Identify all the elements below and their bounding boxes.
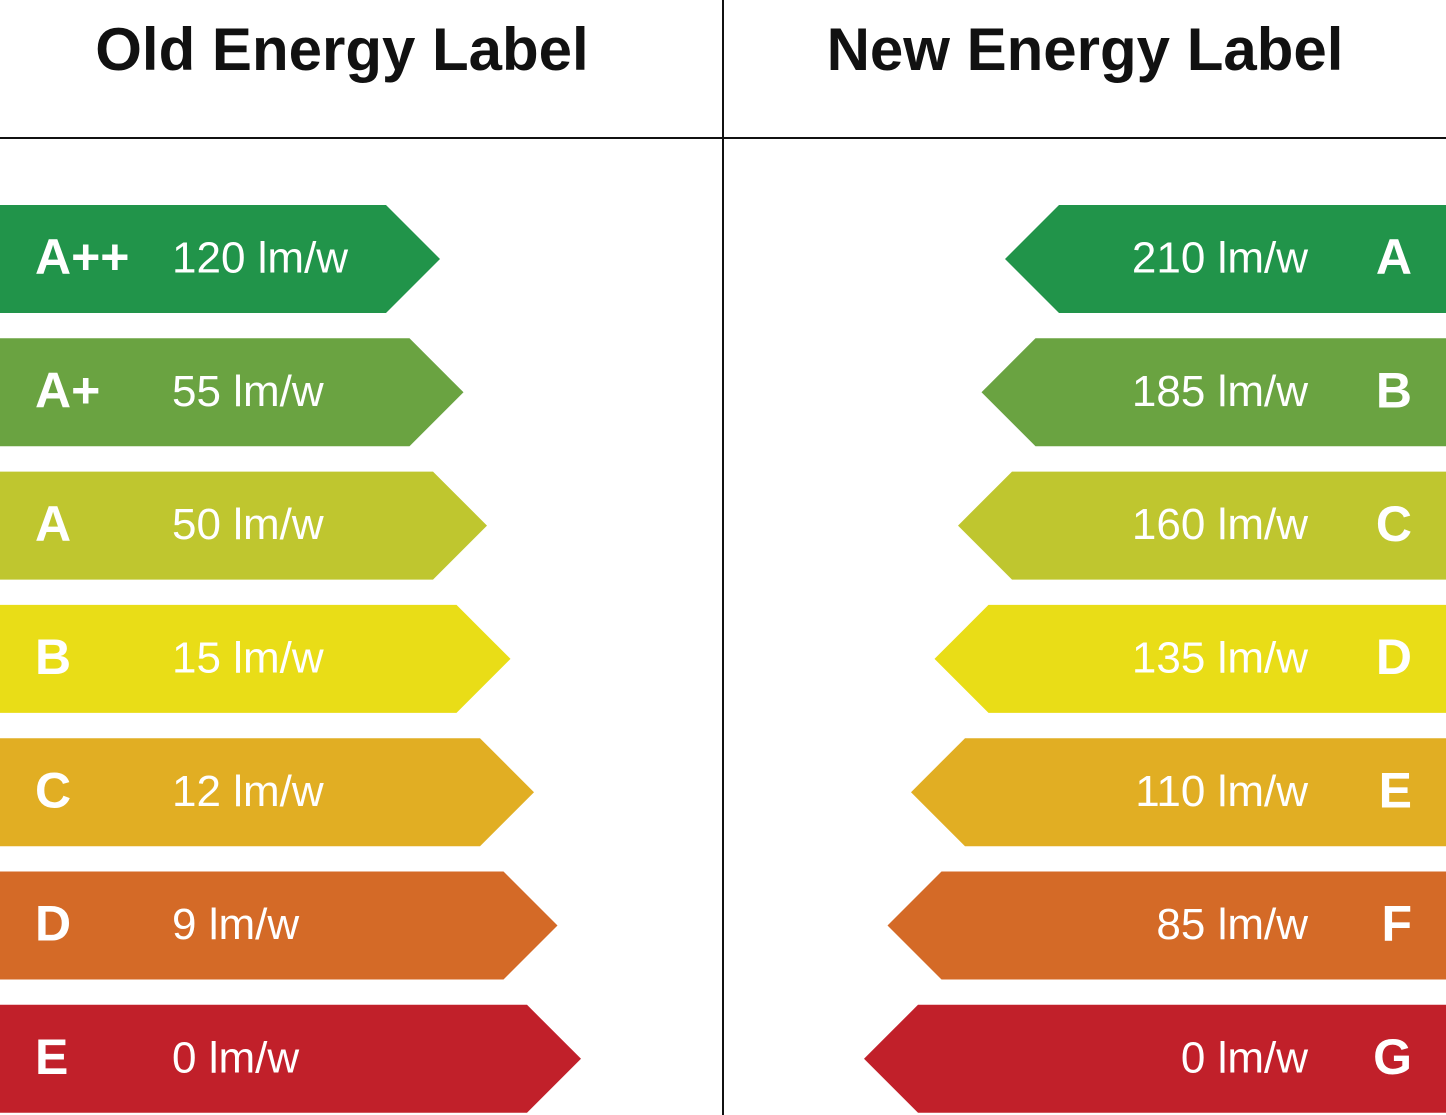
new-value: 160 lm/w — [1132, 500, 1308, 549]
new-value: 85 lm/w — [1156, 900, 1308, 949]
new-grade: A — [1376, 229, 1412, 285]
new-grade: C — [1376, 496, 1412, 552]
new-arrow — [911, 738, 1446, 847]
old-grade: A+ — [35, 363, 100, 419]
old-arrow — [0, 604, 511, 713]
new-title: New Energy Label — [827, 16, 1344, 83]
new-arrow — [864, 1004, 1446, 1113]
old-grade: E — [35, 1029, 68, 1085]
old-value: 15 lm/w — [172, 634, 324, 683]
old-arrow — [0, 738, 534, 847]
old-value: 120 lm/w — [172, 234, 348, 283]
new-grade: G — [1373, 1029, 1412, 1085]
new-value: 0 lm/w — [1181, 1033, 1308, 1082]
old-arrow — [0, 205, 440, 313]
new-value: 210 lm/w — [1132, 234, 1308, 283]
old-value: 9 lm/w — [172, 900, 299, 949]
old-title: Old Energy Label — [95, 16, 588, 83]
new-grade: F — [1381, 896, 1412, 952]
old-arrow — [0, 338, 464, 447]
new-arrow — [958, 471, 1446, 580]
new-value: 185 lm/w — [1132, 367, 1308, 416]
new-arrow — [981, 338, 1446, 447]
new-grade: D — [1376, 629, 1412, 685]
old-grade: D — [35, 896, 71, 952]
new-arrow — [1005, 205, 1446, 313]
old-grade: A — [35, 496, 71, 552]
old-arrow — [0, 871, 558, 980]
old-grade: A++ — [35, 229, 130, 285]
old-arrow — [0, 1004, 581, 1113]
new-value: 110 lm/w — [1135, 767, 1308, 816]
new-arrow — [934, 604, 1446, 713]
old-grade: C — [35, 762, 71, 818]
old-value: 12 lm/w — [172, 767, 324, 816]
new-arrow — [887, 871, 1446, 980]
old-grade: B — [35, 629, 71, 685]
new-grade: B — [1376, 363, 1412, 419]
old-arrow — [0, 471, 487, 580]
new-grade: E — [1379, 762, 1412, 818]
old-value: 55 lm/w — [172, 367, 324, 416]
old-value: 0 lm/w — [172, 1033, 299, 1082]
old-value: 50 lm/w — [172, 500, 324, 549]
new-value: 135 lm/w — [1132, 634, 1308, 683]
